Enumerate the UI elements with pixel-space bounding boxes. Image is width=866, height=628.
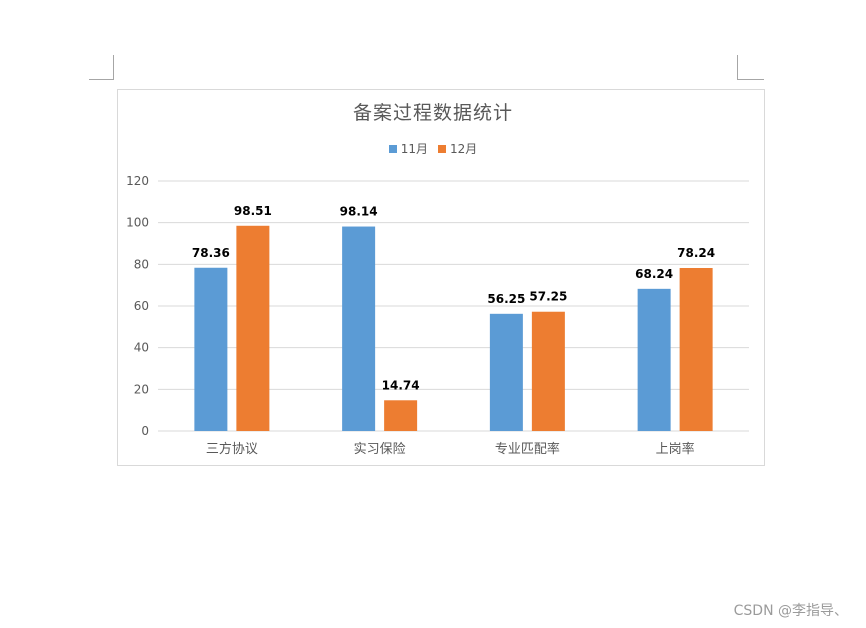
chart-legend: 11月 12月 xyxy=(0,140,866,157)
legend-item-12: 12月 xyxy=(438,140,477,157)
category-label: 三方协议 xyxy=(206,441,258,457)
data-label: 56.25 xyxy=(487,292,525,306)
crop-mark-top-left xyxy=(89,55,114,80)
category-label: 实习保险 xyxy=(354,442,406,457)
y-tick-label: 40 xyxy=(134,341,149,355)
y-tick-label: 20 xyxy=(134,382,149,396)
bar xyxy=(531,311,565,431)
chart-title: 备案过程数据统计 xyxy=(352,102,513,124)
y-tick-label: 60 xyxy=(134,299,149,313)
legend-item-11: 11月 xyxy=(388,140,428,157)
legend-label-11: 11月 xyxy=(400,142,428,156)
bar xyxy=(489,313,523,431)
category-label: 上岗率 xyxy=(656,441,695,457)
data-label: 57.25 xyxy=(529,290,567,304)
data-label: 68.24 xyxy=(635,267,673,281)
y-tick-label: 120 xyxy=(126,174,149,188)
y-tick-label: 80 xyxy=(134,257,149,271)
data-label: 14.74 xyxy=(382,378,420,392)
bar xyxy=(194,267,228,431)
legend-label-12: 12月 xyxy=(450,142,478,156)
y-tick-label: 0 xyxy=(141,424,149,438)
y-tick-label: 100 xyxy=(126,216,149,230)
legend-swatch-11 xyxy=(388,144,397,153)
bar xyxy=(236,225,270,431)
data-label: 98.51 xyxy=(234,204,272,218)
bar xyxy=(637,288,671,431)
crop-mark-top-right xyxy=(737,55,764,80)
legend-swatch-12 xyxy=(438,144,446,153)
bar xyxy=(384,400,418,431)
category-label: 专业匹配率 xyxy=(495,441,560,457)
data-label: 78.36 xyxy=(192,246,230,260)
data-label: 78.24 xyxy=(677,246,715,260)
bar xyxy=(679,268,713,431)
watermark: CSDN @李指导、 xyxy=(733,603,848,619)
data-label: 98.14 xyxy=(340,205,378,219)
bar xyxy=(342,226,376,431)
